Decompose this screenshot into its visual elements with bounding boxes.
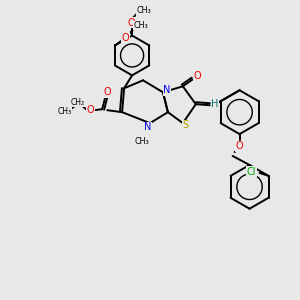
Text: CH₃: CH₃ (133, 21, 148, 30)
Text: H: H (211, 99, 218, 109)
Text: O: O (194, 71, 202, 81)
Text: CH₃: CH₃ (137, 6, 152, 15)
Text: O: O (86, 105, 94, 115)
Text: CH₃: CH₃ (135, 136, 149, 146)
Text: N: N (163, 85, 171, 95)
Text: CH₂: CH₂ (70, 98, 84, 107)
Text: O: O (122, 32, 130, 43)
Text: S: S (183, 120, 189, 130)
Text: Cl: Cl (247, 167, 256, 177)
Text: N: N (144, 122, 152, 132)
Text: O: O (103, 87, 111, 97)
Text: O: O (127, 18, 135, 28)
Text: CH₃: CH₃ (57, 107, 71, 116)
Text: O: O (236, 141, 243, 151)
